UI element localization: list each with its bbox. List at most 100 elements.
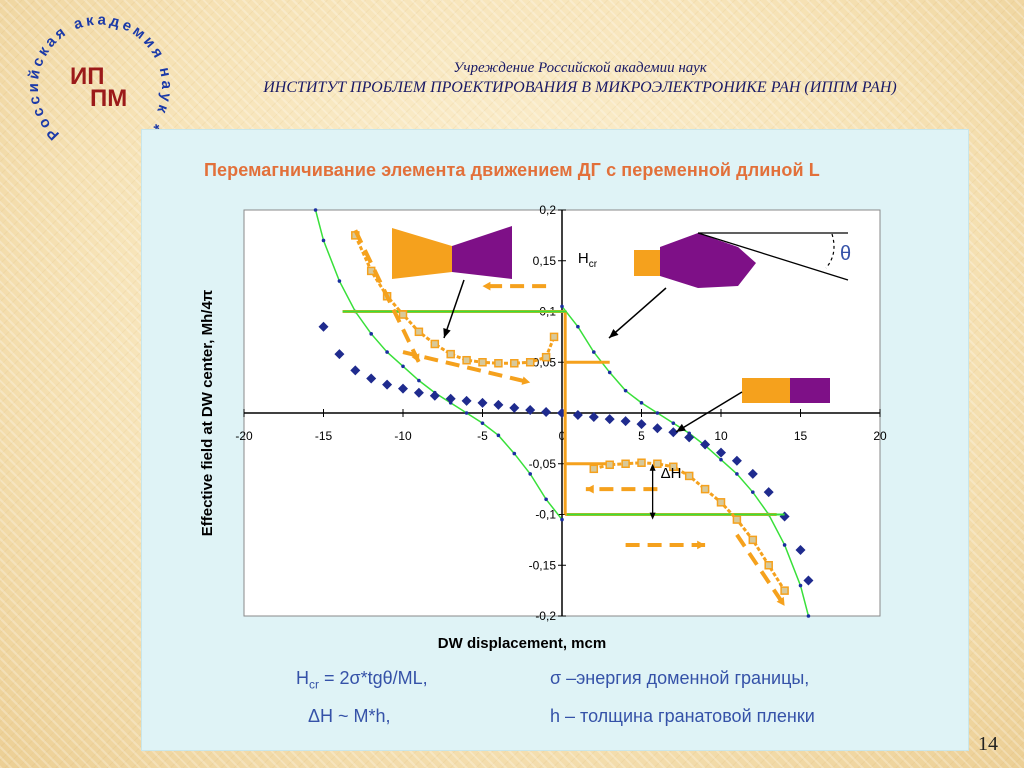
- orange-square-point: [780, 586, 789, 595]
- formula-sigma-definition: σ –энергия доменной границы,: [550, 668, 810, 688]
- green-series-point: [639, 401, 644, 405]
- navy-diamond-point: [334, 349, 345, 360]
- navy-diamond-point: [620, 416, 631, 427]
- green-series-point: [806, 614, 811, 618]
- orange-square-point: [684, 471, 694, 481]
- orange-arrow-left-lower-head: [585, 484, 594, 494]
- navy-diamond-point: [684, 432, 695, 443]
- hcr-label-sub: cr: [589, 259, 598, 270]
- formula-delta-h: ΔH ~ M*h,: [308, 706, 391, 726]
- orange-arrow-right-lower-head: [697, 540, 706, 550]
- header: Учреждение Российской академии наук ИНСТ…: [180, 60, 980, 97]
- y-tick-label: -0,15: [529, 558, 557, 572]
- orange-arrow-left-top-head: [482, 281, 491, 291]
- green-series-point: [592, 350, 596, 354]
- orange-square-point: [398, 310, 408, 319]
- navy-diamond-point: [445, 393, 456, 404]
- x-axis-title: DW displacement, mcm: [438, 635, 606, 652]
- green-series-point: [560, 304, 564, 309]
- navy-diamond-point: [429, 390, 440, 401]
- formula-hcr-lhs: H: [296, 668, 309, 688]
- orange-square-point: [589, 464, 599, 474]
- green-series-point: [512, 451, 517, 456]
- green-series-point: [464, 411, 469, 415]
- chart-svg: -20 -15 -10 -5 0 5 10 15 200,20,150,10,05-0,05-0…: [199, 203, 887, 652]
- x-tick-label: 10: [714, 429, 728, 443]
- chart-title: Перемагничивание элемента движением ДГ с…: [204, 160, 820, 180]
- chart-panel: Перемагничивание элемента движением ДГ с…: [141, 129, 969, 751]
- green-series-point: [671, 421, 676, 425]
- orange-square-point: [430, 339, 440, 349]
- theta-label: θ: [840, 243, 851, 265]
- orange-square-point: [621, 459, 630, 468]
- orange-square-point: [605, 460, 614, 470]
- delta-h-arrow-head-top: [649, 463, 656, 471]
- navy-diamond-point: [477, 397, 488, 408]
- orange-square-point: [446, 349, 455, 359]
- navy-diamond-point: [382, 379, 393, 390]
- navy-diamond-point: [413, 387, 424, 398]
- navy-diamond-point: [795, 545, 806, 556]
- green-series-point: [369, 332, 373, 336]
- formula-hcr-sub: cr: [309, 677, 319, 692]
- orange-square-point: [494, 359, 503, 368]
- formula-h-definition: h – толщина гранатовой пленки: [550, 706, 815, 726]
- green-series-point: [401, 364, 405, 369]
- y-tick-label: 0,05: [533, 355, 557, 369]
- green-series-point: [607, 370, 612, 375]
- navy-diamond-point: [318, 321, 329, 332]
- y-tick-label: 0,2: [539, 203, 556, 217]
- header-institute-line: ИНСТИТУТ ПРОБЛЕМ ПРОЕКТИРОВАНИЯ В МИКРОЭ…: [263, 79, 897, 96]
- orange-arrow-down-right: [735, 533, 787, 607]
- x-tick-label: 15: [794, 429, 808, 443]
- theta-arc: [825, 233, 835, 269]
- pointer-arrow-1-head: [443, 328, 451, 338]
- navy-diamond-point: [493, 399, 504, 410]
- navy-diamond-point: [509, 402, 520, 413]
- green-series-point: [751, 490, 755, 494]
- orange-square-point: [549, 332, 559, 342]
- orange-arrow-down-left: [353, 229, 421, 364]
- green-series-point: [623, 388, 628, 393]
- x-tick-label: 0: [559, 429, 566, 443]
- pointer-arrow-1: [443, 279, 465, 339]
- header-org-line: Учреждение Российской академии наук: [453, 60, 707, 76]
- orange-arrow-down-left-head: [411, 353, 420, 363]
- navy-diamond-point: [652, 423, 663, 434]
- orange-square-point: [653, 459, 662, 468]
- navy-diamond-point: [461, 395, 472, 406]
- orange-square-point: [732, 515, 742, 524]
- pointer-arrow-2: [608, 287, 667, 339]
- orange-arrow-down-right-head: [776, 596, 785, 606]
- y-tick-label: 0,15: [533, 254, 557, 268]
- green-series-point: [528, 472, 532, 476]
- green-series-point: [321, 238, 326, 243]
- navy-diamond-point: [636, 419, 647, 430]
- green-series-point: [782, 543, 787, 547]
- x-tick-label: -5: [477, 429, 488, 443]
- orange-square-point: [462, 355, 471, 365]
- orange-square-point: [748, 535, 758, 545]
- institute-logo: Российская академия наук * ИП ПМ: [25, 11, 172, 143]
- green-series-point: [560, 517, 564, 522]
- x-tick-label: -20: [235, 429, 253, 443]
- orange-square-point: [525, 358, 535, 367]
- y-axis-title: Effective field at DW center, Mh/4π: [199, 289, 216, 536]
- navy-diamond-point: [731, 455, 742, 466]
- delta-h-label: ΔH: [661, 465, 682, 482]
- orange-square-point: [541, 352, 551, 362]
- orange-square-point: [478, 358, 487, 367]
- orange-square-point: [700, 484, 710, 494]
- pointer-arrow-3: [675, 391, 743, 433]
- navy-diamond-point: [803, 575, 814, 586]
- x-tick-label: 20: [873, 429, 887, 443]
- x-tick-label: 5: [638, 429, 645, 443]
- y-tick-label: -0,1: [535, 508, 556, 522]
- navy-diamond-point: [700, 439, 711, 450]
- domain-shape-1-purple: [452, 226, 512, 279]
- x-tick-label: -10: [394, 429, 412, 443]
- green-series-point: [417, 378, 421, 383]
- orange-square-point: [414, 327, 424, 337]
- navy-diamond-point: [572, 410, 583, 421]
- navy-diamond-point: [716, 447, 726, 458]
